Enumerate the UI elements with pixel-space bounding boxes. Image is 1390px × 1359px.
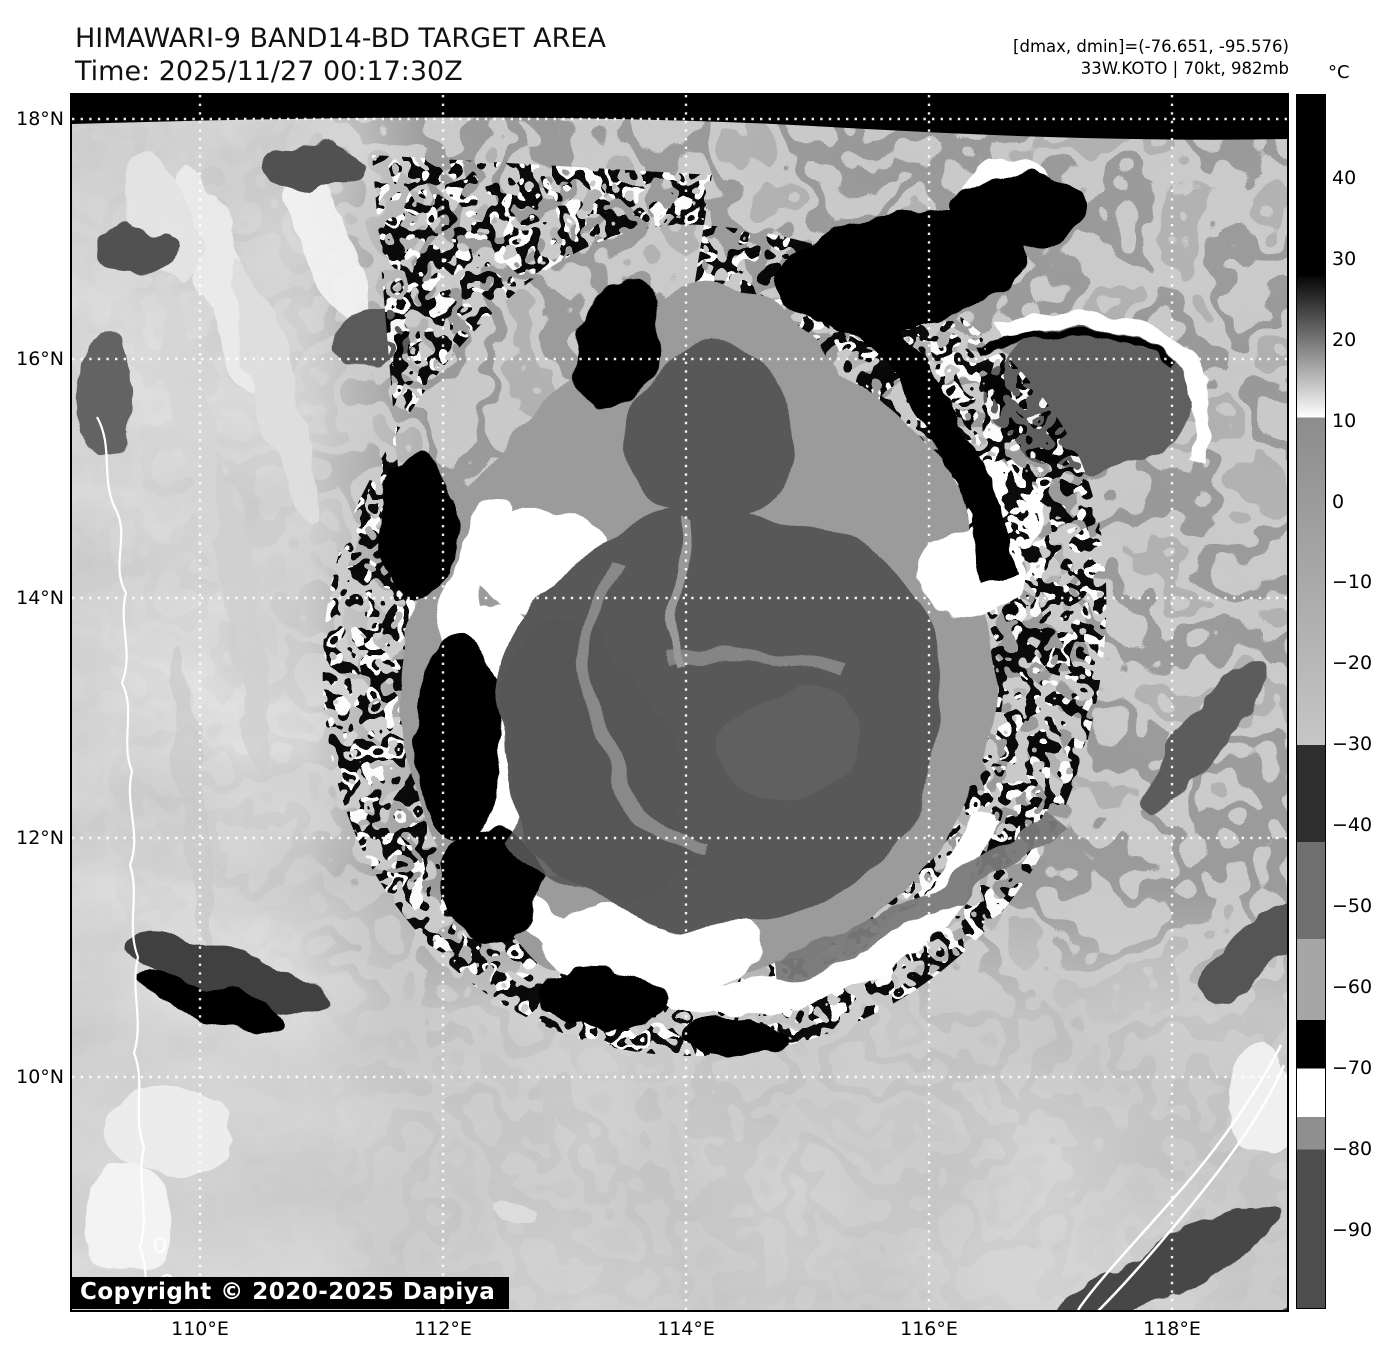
page-title: HIMAWARI-9 BAND14-BD TARGET AREA — [75, 23, 606, 54]
scan-edge-black-band — [72, 95, 1287, 140]
lon-label-112e: 112°E — [414, 1318, 472, 1340]
colorbar-tick: 40 — [1332, 167, 1357, 189]
bright-cloud-southeast — [1229, 1045, 1287, 1155]
colorbar-tick: 0 — [1332, 491, 1345, 513]
lat-label-12n: 12°N — [16, 827, 64, 849]
lat-label-18n: 18°N — [16, 108, 64, 130]
colorbar-tick: −50 — [1332, 895, 1373, 917]
readout-block: [dmax, dmin]=(-76.651, -95.576) 33W.KOTO… — [1013, 36, 1289, 80]
dmax-dmin-readout: [dmax, dmin]=(-76.651, -95.576) — [1013, 37, 1289, 56]
copyright-label: Copyright © 2020-2025 Dapiya — [72, 1277, 510, 1309]
bright-clouds-southwest — [82, 1088, 541, 1310]
dark-patches-northwest — [77, 143, 412, 455]
colorbar-tick: −70 — [1332, 1057, 1373, 1079]
colorbar-tick: −80 — [1332, 1138, 1373, 1160]
lon-label-118e: 118°E — [1143, 1318, 1201, 1340]
satellite-image — [72, 95, 1287, 1310]
colorbar-unit-label: °C — [1328, 62, 1350, 83]
outer-rainbands — [768, 658, 1287, 1310]
colorbar-tick: −60 — [1332, 976, 1373, 998]
colorbar-tick: 20 — [1332, 329, 1357, 351]
colorbar-tick: 10 — [1332, 410, 1357, 432]
colorbar-tick: 30 — [1332, 248, 1357, 270]
lon-label-114e: 114°E — [657, 1318, 715, 1340]
colorbar-tick: −90 — [1332, 1219, 1373, 1241]
lon-label-110e: 110°E — [171, 1318, 229, 1340]
colorbar-tick: −10 — [1332, 571, 1373, 593]
lon-label-116e: 116°E — [900, 1318, 958, 1340]
colorbar — [1296, 94, 1326, 1309]
coastline-southeast-island — [1077, 1044, 1286, 1310]
lat-label-16n: 16°N — [16, 348, 64, 370]
lat-label-14n: 14°N — [16, 587, 64, 609]
cyclone-cdo — [497, 342, 940, 928]
storm-info: 33W.KOTO | 70kt, 982mb — [1080, 59, 1289, 78]
colorbar-tick: −20 — [1332, 652, 1373, 674]
timestamp: Time: 2025/11/27 00:17:30Z — [75, 56, 463, 87]
colorbar-tick: −30 — [1332, 733, 1373, 755]
coldest-black-patches — [379, 175, 1092, 1062]
colorbar-tick: −40 — [1332, 814, 1373, 836]
satellite-map: Copyright © 2020-2025 Dapiya — [70, 93, 1289, 1312]
lat-label-10n: 10°N — [16, 1066, 64, 1088]
black-streak-southwest — [125, 936, 329, 1032]
